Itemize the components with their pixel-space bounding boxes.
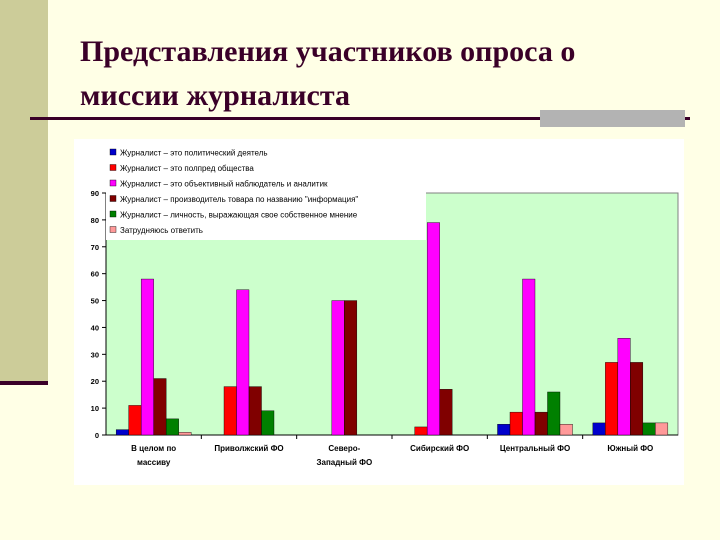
x-category-label: Южный ФО — [607, 444, 653, 453]
bar — [522, 278, 536, 436]
bar — [414, 426, 428, 436]
side-decoration-line — [0, 381, 48, 385]
bar — [617, 337, 631, 436]
bar — [178, 432, 192, 436]
legend-swatch — [109, 148, 117, 156]
legend-label: Журналист – это политический деятель — [120, 149, 268, 158]
bar — [115, 429, 129, 436]
x-category-label: В целом по — [131, 444, 176, 453]
legend-swatch — [109, 210, 117, 218]
bar — [128, 405, 142, 436]
bar — [559, 424, 573, 436]
y-tick-label: 50 — [91, 297, 99, 306]
bar — [630, 362, 644, 436]
legend-label: Журналист – это объективный наблюдатель … — [120, 180, 328, 189]
legend-label: Затрудняюсь ответить — [120, 226, 203, 235]
y-tick-label: 90 — [91, 189, 99, 198]
x-category-label: Западный ФО — [316, 458, 372, 467]
legend-swatch — [109, 226, 117, 233]
x-category-label: Центральный ФО — [500, 444, 570, 453]
bar — [236, 289, 250, 436]
y-tick-label: 40 — [91, 323, 99, 332]
bar — [426, 222, 440, 436]
bar — [344, 300, 358, 436]
bar — [165, 418, 179, 436]
title-line-1: Представления участников опроса о — [80, 35, 576, 68]
y-tick-label: 10 — [91, 404, 99, 413]
bar — [509, 411, 523, 436]
y-tick-label: 30 — [91, 350, 99, 359]
bar-chart: 0 10 20 30 40 50 60 70 80 90 В целом по массиву Прив… — [91, 143, 679, 467]
bar — [261, 410, 275, 436]
x-category-label: Приволжский ФО — [214, 444, 283, 453]
side-decoration-bar — [0, 0, 48, 383]
bar — [140, 278, 154, 436]
title-underline — [30, 117, 690, 120]
y-tick-label: 60 — [91, 270, 99, 279]
bar — [592, 422, 606, 436]
bar — [331, 300, 345, 436]
chart-container: 0 10 20 30 40 50 60 70 80 90 В целом по массиву Прив… — [74, 139, 684, 485]
bar — [547, 391, 561, 436]
legend-label: Журналист – это полпред общества — [120, 164, 254, 173]
x-category-label: Сибирский ФО — [410, 444, 469, 453]
bar — [153, 378, 167, 436]
page-title: Представления участников опроса о миссии… — [80, 30, 680, 118]
y-tick-label: 80 — [91, 216, 99, 225]
x-category-label: Северо- — [328, 444, 360, 453]
legend-swatch — [109, 164, 117, 171]
y-tick-label: 0 — [95, 431, 99, 440]
bar — [642, 422, 656, 436]
legend-swatch — [109, 195, 117, 202]
x-category-label: массиву — [137, 458, 171, 467]
bar — [655, 422, 669, 436]
title-line-2: миссии журналиста — [80, 79, 350, 112]
legend-box — [106, 143, 426, 240]
bar — [534, 411, 548, 436]
y-tick-label: 70 — [91, 243, 99, 252]
bar — [439, 389, 453, 436]
bar — [605, 362, 619, 436]
y-tick-label: 20 — [91, 377, 99, 386]
bar — [223, 386, 237, 436]
bar — [497, 424, 511, 436]
title-accent-block — [540, 110, 685, 127]
legend-label: Журналист – производитель товара по назв… — [120, 195, 358, 204]
bar — [248, 386, 262, 436]
legend-swatch — [109, 179, 117, 187]
legend-label: Журналист – личность, выражающая свое со… — [120, 211, 358, 220]
